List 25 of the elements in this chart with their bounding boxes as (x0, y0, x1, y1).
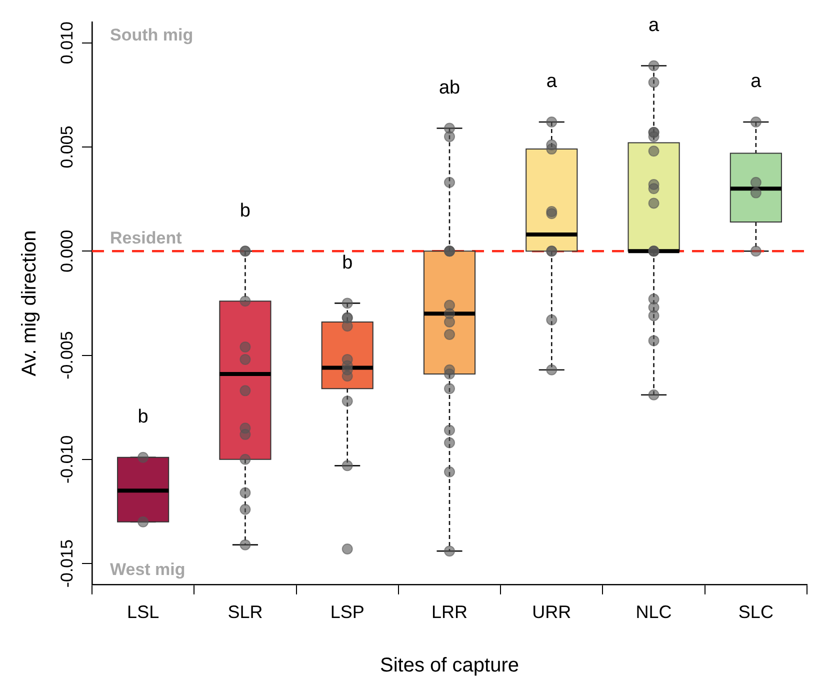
annotation: b (240, 200, 251, 222)
annotation: a (648, 14, 660, 36)
annotation: a (546, 71, 558, 92)
annotation: West mig (110, 560, 186, 580)
x-tick-label: URR (532, 602, 572, 622)
x-tick-label: LSP (330, 602, 364, 622)
y-tick-label: -0.005 (58, 331, 77, 380)
y-tick-label: 0.000 (58, 230, 77, 272)
annotation: a (750, 71, 762, 92)
y-tick-label: 0.010 (58, 22, 77, 64)
annotation: b (342, 252, 353, 274)
x-tick-label: LRR (431, 602, 468, 622)
x-tick-label: SLR (228, 602, 263, 622)
x-axis-title: Sites of capture (380, 654, 519, 677)
annotation: South mig (110, 26, 194, 45)
y-tick-label: -0.010 (58, 435, 77, 484)
x-tick-label: SLC (738, 602, 774, 622)
annotation: ab (438, 77, 460, 98)
ref-line-label: Resident (110, 228, 182, 248)
x-tick-label: LSL (127, 602, 160, 622)
x-tick-label: NLC (636, 602, 672, 622)
y-tick-label: -0.015 (58, 539, 77, 588)
annotation: b (138, 406, 148, 428)
y-axis-title: Av. mig direction (18, 230, 41, 376)
y-tick-label: 0.005 (58, 126, 77, 168)
